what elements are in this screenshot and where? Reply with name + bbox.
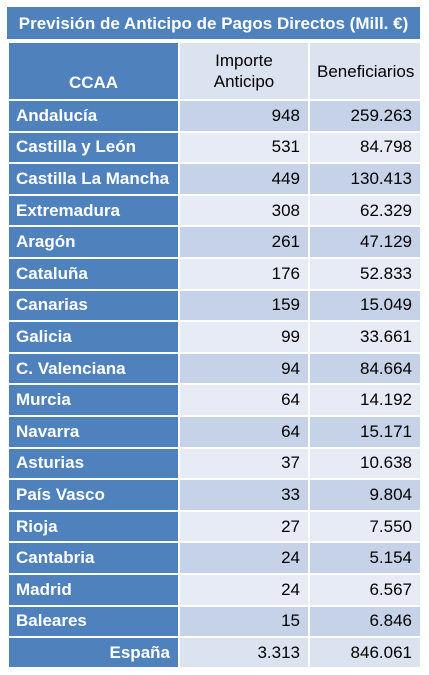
cell-ccaa: País Vasco (7, 478, 180, 512)
cell-beneficiarios: 259.263 (308, 99, 422, 133)
cell-ccaa: Aragón (7, 225, 180, 259)
cell-beneficiarios: 5.154 (308, 541, 422, 575)
cell-importe: 531 (178, 130, 310, 165)
total-row: España 3.313 846.061 (7, 636, 422, 670)
table-row: Galicia 99 33.661 (7, 320, 422, 354)
table-row: Murcia 64 14.192 (7, 383, 422, 417)
total-label: España (7, 636, 180, 670)
cell-importe: 948 (178, 99, 310, 133)
table-row: Navarra 64 15.171 (7, 414, 422, 449)
cell-importe: 94 (178, 351, 310, 386)
cell-importe: 176 (178, 256, 310, 291)
table-row: Cataluña 176 52.833 (7, 256, 422, 291)
cell-ccaa: Extremadura (7, 193, 180, 228)
total-beneficiarios: 846.061 (308, 636, 422, 670)
cell-beneficiarios: 7.550 (308, 509, 422, 544)
table-row: Asturias 37 10.638 (7, 446, 422, 481)
table-row: Baleares 15 6.846 (7, 604, 422, 639)
cell-importe: 24 (178, 541, 310, 575)
table-body: Andalucía 948 259.263 Castilla y León 531 84.… (7, 99, 422, 639)
cell-ccaa: Canarias (7, 288, 180, 323)
table-row: Cantabria 24 5.154 (7, 541, 422, 575)
cell-ccaa: Castilla y León (7, 130, 180, 165)
cell-beneficiarios: 9.804 (308, 478, 422, 512)
table-row: Rioja 27 7.550 (7, 509, 422, 544)
cell-ccaa: C. Valenciana (7, 351, 180, 386)
table-row: C. Valenciana 94 84.664 (7, 351, 422, 386)
cell-ccaa: Madrid (7, 572, 180, 607)
column-header-beneficiarios: Beneficiarios (308, 41, 422, 101)
cell-beneficiarios: 14.192 (308, 383, 422, 417)
data-table-panel: Previsión de Anticipo de Pagos Directos … (7, 7, 422, 670)
cell-ccaa: Murcia (7, 383, 180, 417)
table-title: Previsión de Anticipo de Pagos Directos … (7, 7, 420, 41)
cell-importe: 27 (178, 509, 310, 544)
cell-ccaa: Navarra (7, 414, 180, 449)
cell-beneficiarios: 15.049 (308, 288, 422, 323)
cell-ccaa: Galicia (7, 320, 180, 354)
cell-importe: 99 (178, 320, 310, 354)
header-row: CCAA Importe Anticipo Beneficiarios (7, 41, 422, 101)
table-row: Madrid 24 6.567 (7, 572, 422, 607)
table-row: Castilla La Mancha 449 130.413 (7, 162, 422, 196)
cell-importe: 261 (178, 225, 310, 259)
cell-beneficiarios: 130.413 (308, 162, 422, 196)
table-row: Aragón 261 47.129 (7, 225, 422, 259)
cell-ccaa: Cantabria (7, 541, 180, 575)
cell-beneficiarios: 47.129 (308, 225, 422, 259)
cell-ccaa: Rioja (7, 509, 180, 544)
cell-importe: 24 (178, 572, 310, 607)
cell-ccaa: Andalucía (7, 99, 180, 133)
cell-beneficiarios: 6.567 (308, 572, 422, 607)
cell-importe: 15 (178, 604, 310, 639)
cell-ccaa: Castilla La Mancha (7, 162, 180, 196)
pagos-directos-table: CCAA Importe Anticipo Beneficiarios Anda… (7, 41, 422, 670)
cell-importe: 159 (178, 288, 310, 323)
cell-ccaa: Cataluña (7, 256, 180, 291)
column-header-importe: Importe Anticipo (178, 41, 310, 101)
cell-ccaa: Asturias (7, 446, 180, 481)
table-row: Canarias 159 15.049 (7, 288, 422, 323)
cell-beneficiarios: 10.638 (308, 446, 422, 481)
total-importe: 3.313 (178, 636, 310, 670)
table-row: Extremadura 308 62.329 (7, 193, 422, 228)
table-row: Andalucía 948 259.263 (7, 99, 422, 133)
cell-beneficiarios: 6.846 (308, 604, 422, 639)
cell-beneficiarios: 15.171 (308, 414, 422, 449)
table-row: Castilla y León 531 84.798 (7, 130, 422, 165)
cell-beneficiarios: 52.833 (308, 256, 422, 291)
cell-importe: 37 (178, 446, 310, 481)
cell-importe: 33 (178, 478, 310, 512)
cell-ccaa: Baleares (7, 604, 180, 639)
cell-importe: 64 (178, 383, 310, 417)
table-row: País Vasco 33 9.804 (7, 478, 422, 512)
column-header-ccaa: CCAA (7, 41, 180, 101)
cell-beneficiarios: 33.661 (308, 320, 422, 354)
cell-beneficiarios: 84.798 (308, 130, 422, 165)
cell-importe: 449 (178, 162, 310, 196)
cell-beneficiarios: 84.664 (308, 351, 422, 386)
cell-importe: 64 (178, 414, 310, 449)
cell-importe: 308 (178, 193, 310, 228)
cell-beneficiarios: 62.329 (308, 193, 422, 228)
